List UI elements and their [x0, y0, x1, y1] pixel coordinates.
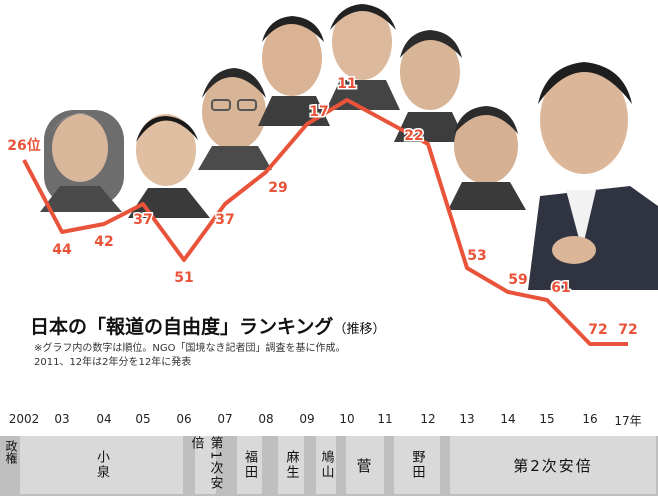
note-line-2: 2011、12年は2年分を12年に発表 — [34, 357, 192, 368]
x-tick-label: 10 — [339, 412, 355, 426]
x-tick-label: 13 — [459, 412, 475, 426]
point-label: 59 — [508, 272, 527, 288]
x-tick-label: 06 — [176, 412, 192, 426]
point-label: 42 — [94, 234, 113, 250]
government-block: 福田 — [237, 436, 262, 494]
point-label: 17 — [309, 104, 328, 120]
point-label: 11 — [337, 76, 356, 92]
portrait-hatoyama — [326, 4, 400, 110]
x-tick-label: 14 — [500, 412, 516, 426]
government-block: 野田 — [394, 436, 440, 494]
government-block: 菅 — [346, 436, 384, 494]
portrait-fukuda — [198, 68, 272, 170]
government-row: 小泉 第1次安倍 福田 麻生 鳩山菅野田 第2次安倍 — [0, 436, 658, 496]
portrait-aso — [258, 16, 330, 126]
point-label: 72 — [588, 322, 607, 338]
x-tick-label: 09 — [299, 412, 315, 426]
point-label: 26位 — [7, 137, 40, 154]
point-label: 44 — [52, 242, 72, 258]
point-label: 72 — [618, 322, 637, 338]
x-tick-label: 12 — [420, 412, 436, 426]
note-line-1: ※グラフ内の数字は順位。NGO「国境なき記者団」調査を基に作成。 — [34, 343, 346, 354]
portrait-abe-first — [128, 114, 210, 218]
chart-note: ※グラフ内の数字は順位。NGO「国境なき記者団」調査を基に作成。 2011、12… — [34, 342, 345, 370]
point-label: 61 — [551, 280, 570, 296]
government-block: 麻生 — [278, 436, 304, 494]
government-block: 第2次安倍 — [450, 436, 656, 494]
ranking-chart: 26位 44 42 37 51 37 29 17 11 22 53 59 61 72 72 — [6, 4, 658, 346]
x-tick-label: 17年 — [614, 414, 642, 428]
x-tick-label: 05 — [135, 412, 151, 426]
x-axis-years: 2002 03 04 05 06 07 08 09 10 11 12 13 14 15 16 17年 — [0, 412, 658, 436]
government-block: 小泉 — [20, 436, 183, 494]
x-tick-label: 04 — [96, 412, 112, 426]
x-tick-label: 16 — [582, 412, 598, 426]
government-block: 第1次安倍 — [189, 436, 223, 494]
x-tick-label: 03 — [54, 412, 70, 426]
x-tick-label: 07 — [217, 412, 233, 426]
portrait-koizumi — [40, 110, 124, 212]
chart-title: 日本の「報道の自由度」ランキング（推移） — [30, 316, 386, 338]
point-label: 53 — [467, 248, 486, 264]
government-block: 鳩山 — [316, 436, 336, 494]
government-row-label: 政権 — [4, 440, 18, 464]
ranking-line — [22, 98, 628, 346]
x-tick-label: 15 — [539, 412, 555, 426]
x-tick-label: 11 — [377, 412, 393, 426]
point-label: 51 — [174, 270, 193, 286]
point-label: 37 — [133, 212, 152, 228]
x-tick-label: 08 — [258, 412, 274, 426]
x-tick-label: 2002 — [8, 412, 40, 426]
portrait-noda — [448, 106, 526, 210]
point-label: 22 — [404, 128, 423, 144]
point-label: 37 — [215, 212, 234, 228]
point-label: 29 — [268, 180, 287, 196]
portrait-kan — [394, 30, 466, 142]
portrait-abe-second — [528, 62, 658, 290]
